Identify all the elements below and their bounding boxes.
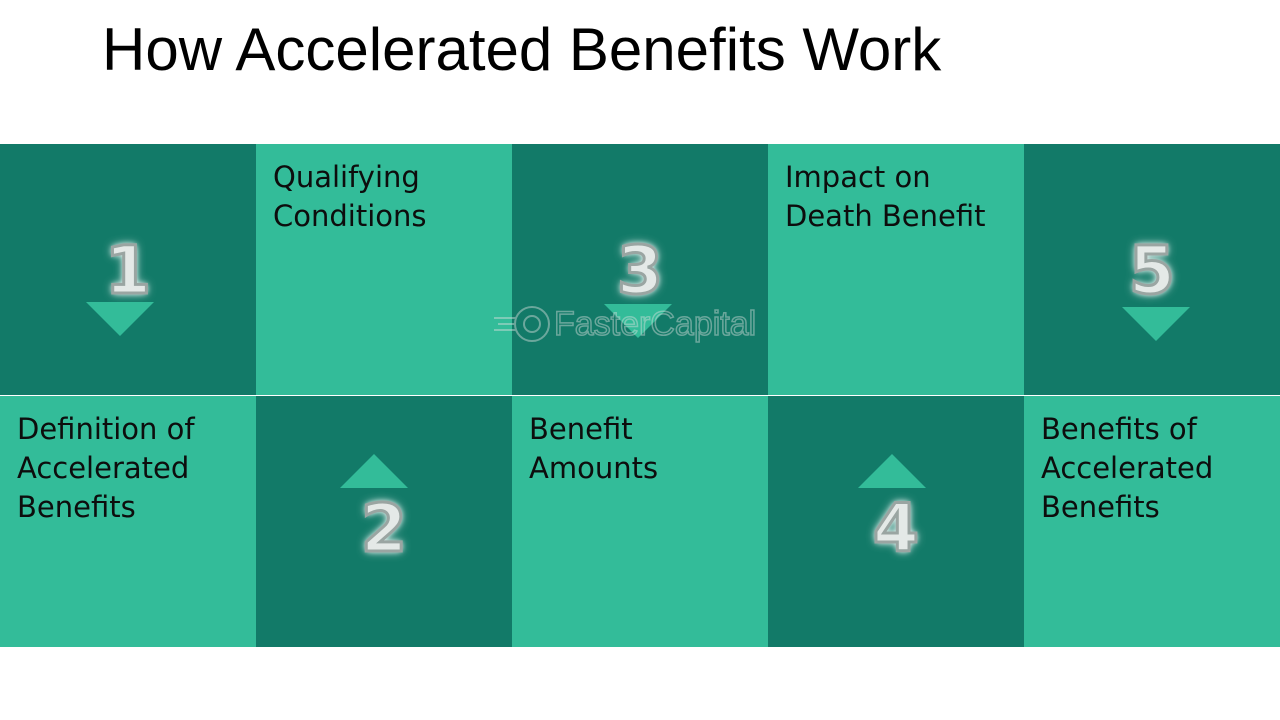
step-3-label-cell: Benefit Amounts <box>512 396 768 647</box>
step-4-number-cell: 4 <box>768 396 1024 647</box>
arrow-down-icon <box>1122 307 1190 341</box>
arrow-down-icon <box>86 302 154 336</box>
step-5-label: Benefits of Accelerated Benefits <box>1041 412 1214 524</box>
step-1-label-cell: Definition of Accelerated Benefits <box>0 396 256 647</box>
arrow-up-icon <box>858 454 926 488</box>
arrow-down-icon <box>604 304 672 338</box>
step-3-number-cell: 3 <box>512 144 768 395</box>
step-2-number-cell: 2 <box>256 396 512 647</box>
step-5-number: 5 <box>1128 232 1177 309</box>
step-1-number: 1 <box>104 232 153 309</box>
step-5-number-cell: 5 <box>1024 144 1280 395</box>
step-2-label: Qualifying Conditions <box>273 160 427 233</box>
steps-grid: 1 Definition of Accelerated Benefits Qua… <box>0 144 1280 647</box>
step-4-number: 4 <box>872 490 921 567</box>
step-1-label: Definition of Accelerated Benefits <box>17 412 195 524</box>
step-3-label: Benefit Amounts <box>529 412 659 485</box>
step-3-number: 3 <box>616 232 665 309</box>
step-1-number-cell: 1 <box>0 144 256 395</box>
arrow-up-icon <box>340 454 408 488</box>
step-4-label-cell: Impact on Death Benefit <box>768 144 1024 395</box>
step-2-number: 2 <box>360 490 409 567</box>
step-5-label-cell: Benefits of Accelerated Benefits <box>1024 396 1280 647</box>
page-title: How Accelerated Benefits Work <box>102 16 942 83</box>
step-4-label: Impact on Death Benefit <box>785 160 986 233</box>
step-2-label-cell: Qualifying Conditions <box>256 144 512 395</box>
